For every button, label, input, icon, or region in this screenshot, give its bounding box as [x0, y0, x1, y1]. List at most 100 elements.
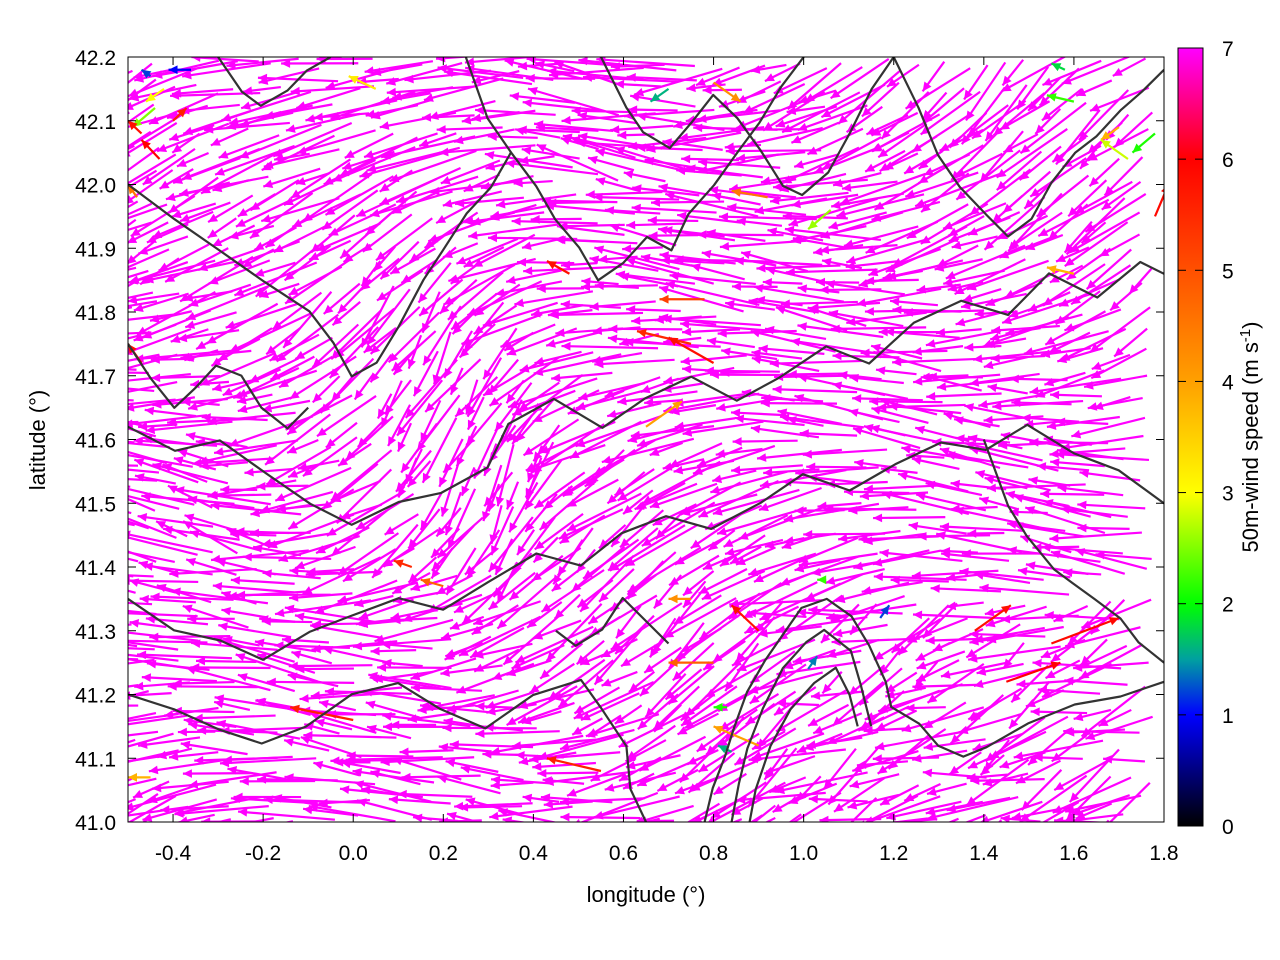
wind-arrow [1080, 638, 1108, 666]
wind-arrow [979, 800, 1043, 822]
wind-arrow [843, 225, 919, 248]
wind-arrow [360, 285, 395, 348]
wind-arrow [1032, 658, 1122, 670]
wind-arrow [213, 439, 299, 456]
wind-arrow [376, 269, 424, 302]
wind-arrow [522, 98, 603, 112]
wind-arrow [1085, 715, 1153, 741]
wind-arrow [453, 593, 493, 614]
wind-arrow [249, 179, 300, 212]
wind-arrow [839, 172, 926, 205]
wind-arrow [505, 659, 552, 677]
wind-arrow [903, 782, 941, 802]
wind-arrow [1034, 108, 1062, 135]
x-axis-title: longitude (°) [587, 882, 706, 907]
colorbar-title-end: ) [1238, 322, 1263, 329]
wind-arrow [438, 743, 492, 753]
wind-arrow [978, 393, 1046, 409]
wind-arrow [164, 247, 229, 283]
wind-arrow [1038, 67, 1080, 107]
wind-arrow [472, 233, 536, 268]
wind-arrow [449, 615, 485, 630]
wind-arrow [869, 397, 943, 406]
wind-arrow [1050, 458, 1105, 468]
wind-arrow [1098, 708, 1132, 727]
wind-arrow [424, 358, 482, 413]
terrain-contour [128, 343, 309, 430]
wind-arrow [1089, 86, 1150, 112]
wind-arrow [926, 796, 1019, 821]
wind-arrow [911, 456, 960, 470]
wind-arrow [308, 239, 352, 261]
wind-arrow [179, 201, 231, 223]
y-tick-label: 41.0 [75, 812, 116, 835]
wind-arrow [128, 794, 177, 822]
wind-arrow [128, 380, 178, 393]
wind-arrow [363, 326, 397, 354]
wind-arrow [144, 406, 197, 418]
wind-arrow [1055, 246, 1090, 263]
wind-arrow [133, 292, 189, 312]
wind-arrow [128, 497, 156, 512]
wind-arrow [473, 304, 518, 335]
wind-arrow [384, 513, 419, 536]
wind-arrow [283, 244, 331, 282]
wind-arrow [490, 775, 554, 785]
wind-arrow [828, 309, 904, 328]
wind-arrow [877, 402, 966, 412]
y-tick-label: 41.2 [75, 685, 116, 708]
wind-arrow [613, 468, 655, 497]
wind-arrow [724, 538, 784, 557]
wind-arrow [435, 507, 462, 538]
wind-arrow [831, 681, 885, 727]
wind-arrow [863, 726, 909, 735]
wind-arrow [582, 73, 678, 83]
wind-arrow [128, 478, 158, 482]
wind-arrow [206, 302, 279, 345]
wind-arrow [212, 581, 294, 594]
wind-arrow [904, 171, 979, 198]
wind-arrow [128, 387, 155, 393]
wind-arrow [195, 656, 257, 666]
wind-arrow [645, 400, 683, 428]
wind-arrow [444, 491, 462, 536]
wind-arrow [946, 796, 1011, 813]
wind-arrow [128, 146, 160, 172]
wind-arrow [780, 299, 858, 309]
wind-arrow [514, 290, 594, 308]
wind-arrow [752, 804, 777, 822]
wind-arrow [627, 546, 702, 594]
wind-arrow [830, 58, 890, 100]
wind-arrow [609, 524, 686, 572]
wind-arrow [128, 793, 159, 816]
wind-arrow [236, 590, 331, 600]
wind-arrow [274, 599, 372, 618]
wind-arrow [785, 267, 878, 277]
wind-arrow [546, 756, 602, 773]
wind-arrow [604, 771, 677, 792]
wind-arrow [545, 201, 635, 215]
wind-arrow [152, 397, 228, 409]
wind-arrow [808, 794, 868, 804]
wind-arrow [387, 311, 440, 364]
wind-arrow [1015, 759, 1061, 785]
wind-arrow [884, 327, 960, 339]
wind-arrow [566, 492, 642, 532]
y-tick-label: 41.5 [75, 493, 116, 516]
wind-arrow [535, 60, 575, 73]
wind-arrow [168, 751, 219, 761]
wind-arrow [996, 128, 1068, 179]
wind-arrow [879, 604, 891, 619]
wind-arrow [960, 86, 1006, 145]
wind-arrow [440, 159, 501, 185]
wind-arrow [1053, 758, 1111, 792]
wind-arrow [825, 567, 885, 585]
wind-arrow [824, 504, 917, 513]
wind-arrow [1074, 180, 1133, 215]
wind-arrow [439, 144, 536, 157]
wind-arrow [296, 129, 376, 155]
wind-arrow [128, 371, 149, 375]
wind-arrow [942, 202, 1007, 230]
wind-arrow [1071, 416, 1146, 439]
wind-arrow [174, 486, 271, 506]
